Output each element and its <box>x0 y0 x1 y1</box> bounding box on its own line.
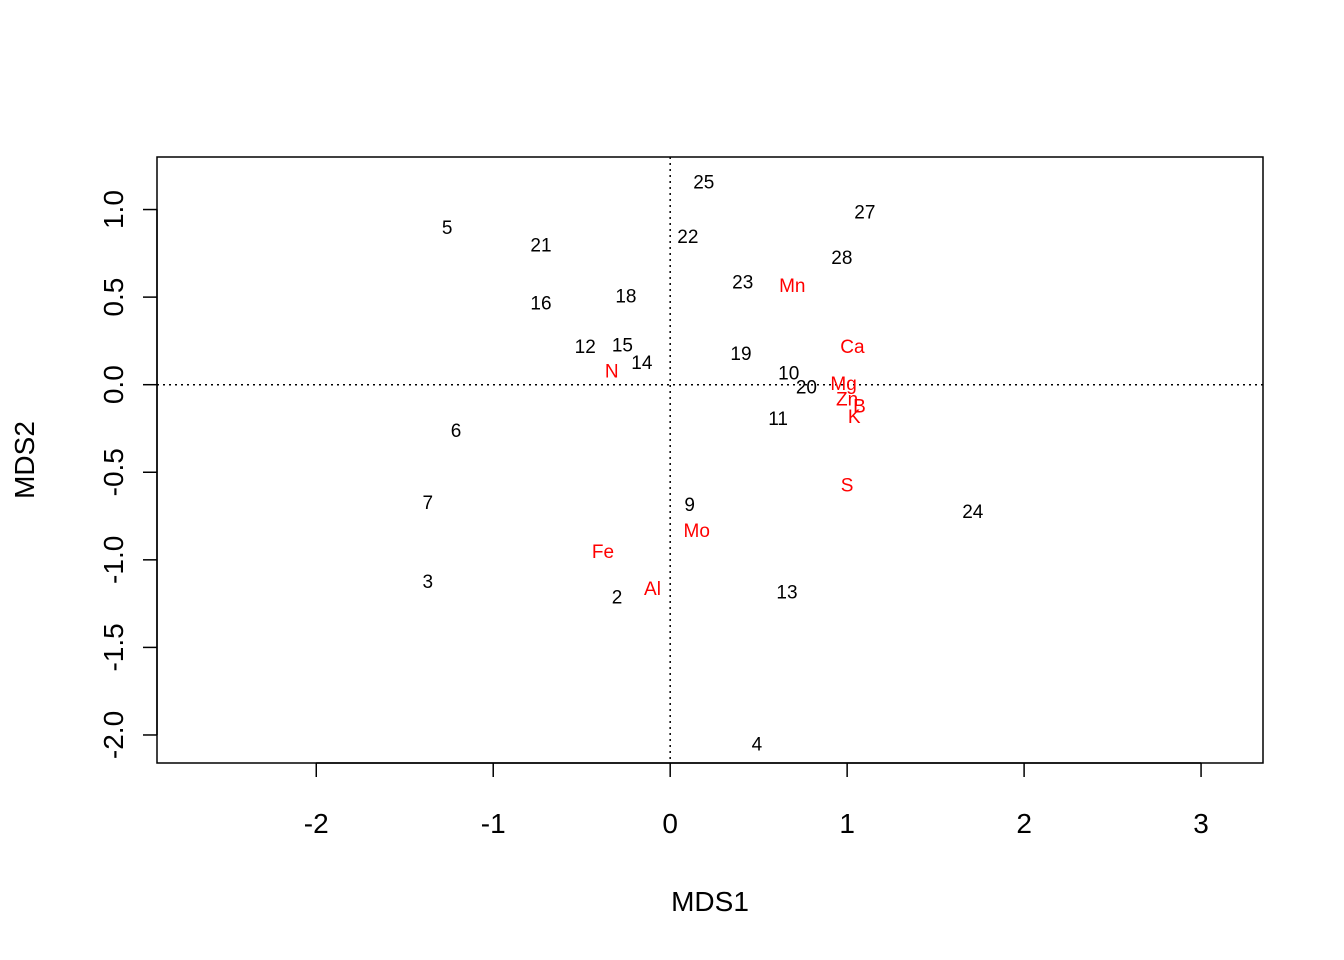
site-point-10: 10 <box>778 363 799 384</box>
site-point-15: 15 <box>612 335 633 356</box>
site-point-22: 22 <box>677 227 698 248</box>
site-point-25: 25 <box>693 173 714 194</box>
y-tick-label: -2.0 <box>98 711 129 759</box>
variable-point-Zn: Zn <box>836 390 858 411</box>
variable-point-S: S <box>841 476 854 497</box>
x-tick-label: 0 <box>662 808 678 839</box>
x-tick-label: 2 <box>1016 808 1032 839</box>
variable-point-Mo: Mo <box>684 521 710 542</box>
y-tick-label: 0.5 <box>98 278 129 317</box>
site-point-4: 4 <box>752 735 763 756</box>
variable-point-Fe: Fe <box>592 542 614 563</box>
x-axis-title: MDS1 <box>671 886 749 917</box>
reference-lines <box>157 157 1263 763</box>
site-point-24: 24 <box>962 502 984 523</box>
site-point-7: 7 <box>422 493 433 514</box>
site-point-16: 16 <box>530 293 551 314</box>
y-tick-label: 0.0 <box>98 365 129 404</box>
site-point-19: 19 <box>730 344 751 365</box>
site-point-21: 21 <box>530 236 551 257</box>
site-point-5: 5 <box>442 218 453 239</box>
y-tick-label: -0.5 <box>98 448 129 496</box>
y-axis: -2.0 -1.5 -1.0 -0.5 0.0 0.5 1.0 <box>98 190 158 759</box>
variable-point-Mg: Mg <box>830 374 856 395</box>
site-point-12: 12 <box>575 337 596 358</box>
variable-point-Ca: Ca <box>840 337 865 358</box>
site-point-2: 2 <box>612 588 623 609</box>
y-tick-label: -1.0 <box>98 536 129 584</box>
site-point-27: 27 <box>854 202 875 223</box>
variable-point-K: K <box>848 407 861 428</box>
site-point-9: 9 <box>684 495 695 516</box>
variable-point-Al: Al <box>644 579 661 600</box>
variable-point-N: N <box>605 362 619 383</box>
site-point-20: 20 <box>796 377 817 398</box>
x-tick-label: -1 <box>481 808 506 839</box>
x-axis: -2 -1 0 1 2 3 <box>304 762 1209 839</box>
site-point-23: 23 <box>732 272 753 293</box>
x-tick-label: -2 <box>304 808 329 839</box>
site-point-3: 3 <box>422 572 433 593</box>
y-tick-label: 1.0 <box>98 190 129 229</box>
variable-point-Mn: Mn <box>779 276 805 297</box>
site-point-13: 13 <box>776 582 797 603</box>
site-point-28: 28 <box>831 248 852 269</box>
variable-point-B: B <box>853 397 866 418</box>
site-point-18: 18 <box>615 286 636 307</box>
y-tick-label: -1.5 <box>98 623 129 671</box>
site-point-11: 11 <box>768 409 788 430</box>
x-tick-label: 1 <box>839 808 855 839</box>
x-tick-label: 3 <box>1193 808 1209 839</box>
site-point-14: 14 <box>631 353 653 374</box>
site-point-6: 6 <box>451 421 462 442</box>
y-axis-title: MDS2 <box>9 421 40 499</box>
plot-frame <box>156 156 1264 764</box>
